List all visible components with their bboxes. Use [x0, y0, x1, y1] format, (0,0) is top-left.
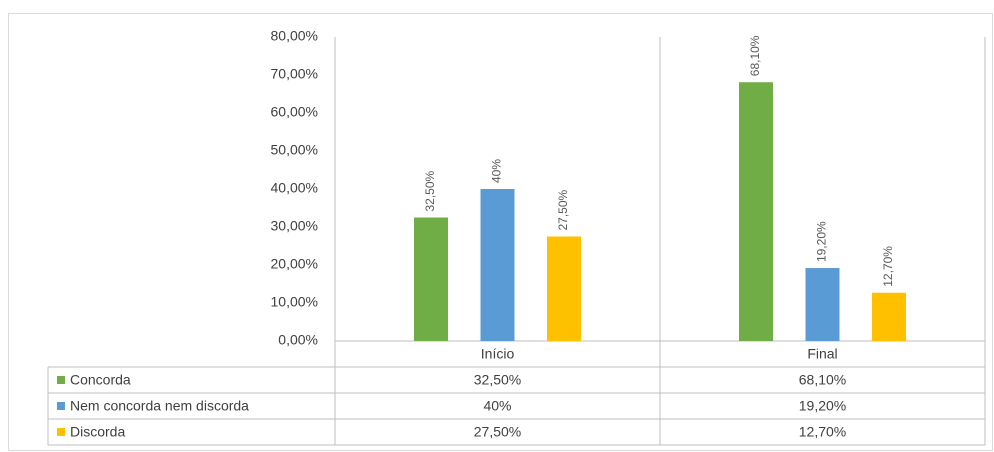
table-cell: 40%: [483, 398, 511, 414]
legend-swatch: [57, 402, 65, 410]
y-tick-label: 30,00%: [271, 218, 318, 234]
table-cell: 19,20%: [799, 398, 846, 414]
data-label: 27,50%: [556, 189, 570, 230]
table-cell: 12,70%: [799, 424, 846, 440]
table-cell: 27,50%: [474, 424, 521, 440]
data-label: 32,50%: [423, 170, 437, 211]
y-tick-label: 10,00%: [271, 294, 318, 310]
y-tick-label: 80,00%: [271, 28, 318, 44]
data-label: 40%: [490, 159, 504, 183]
data-label: 68,10%: [748, 35, 762, 76]
y-tick-label: 40,00%: [271, 180, 318, 196]
bar: [805, 268, 840, 341]
legend-label: Discorda: [70, 424, 125, 440]
table-cell: 32,50%: [474, 372, 521, 388]
y-tick-label: 60,00%: [271, 104, 318, 120]
y-tick-label: 0,00%: [278, 332, 318, 348]
bar: [480, 189, 515, 341]
x-tick-label: Início: [481, 346, 515, 362]
legend-label: Nem concorda nem discorda: [70, 398, 249, 414]
bar: [414, 217, 448, 341]
table-cell: 68,10%: [799, 372, 846, 388]
legend-label: Concorda: [70, 372, 131, 388]
legend-swatch: [57, 376, 65, 384]
bar: [872, 292, 906, 341]
bar: [547, 236, 581, 341]
data-label: 19,20%: [815, 221, 829, 262]
bar: [739, 82, 773, 341]
data-label: 12,70%: [881, 246, 895, 287]
x-tick-label: Final: [807, 346, 837, 362]
y-tick-label: 70,00%: [271, 66, 318, 82]
y-tick-label: 50,00%: [271, 142, 318, 158]
chart-frame: [8, 13, 993, 451]
legend-swatch: [57, 428, 65, 436]
y-tick-label: 20,00%: [271, 256, 318, 272]
